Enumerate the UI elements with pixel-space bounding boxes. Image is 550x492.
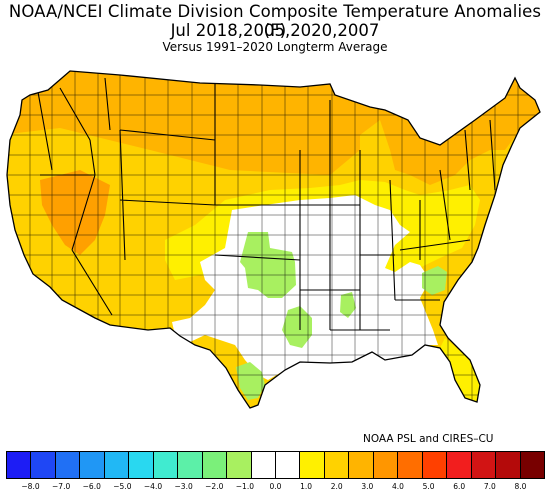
colorbar-swatch (275, 452, 301, 478)
colorbar-swatch (153, 452, 179, 478)
south-texas-cool (236, 362, 265, 400)
colorbar-tick-label: −6.0 (82, 482, 101, 491)
colorbar-swatch (447, 452, 472, 478)
colorbar-swatch (471, 452, 497, 478)
colorbar-swatch (202, 452, 228, 478)
central-texas-cool (282, 306, 312, 348)
colorbar-swatch (398, 452, 423, 478)
data-credit: NOAA PSL and CIRES–CU (363, 433, 494, 445)
colorbar-ticks: −8.0 −7.0 −6.0 −5.0 −4.0 −3.0 −2.0 −1.0 0.0 1.0 2.… (0, 482, 550, 492)
mississippi-cool (340, 292, 356, 318)
colorbar-tick-label: 3.0 (361, 482, 374, 491)
colorbar-tick-label: 2.0 (330, 482, 343, 491)
colorbar-tick-label: −3.0 (174, 482, 193, 491)
colorbar-swatch (496, 452, 521, 478)
carolina-cool (422, 266, 447, 295)
colorbar-tick-label: −2.0 (205, 482, 224, 491)
colorbar-swatch (55, 452, 81, 478)
colorbar-tick-label: 5.0 (422, 482, 435, 491)
state-boundaries (37, 77, 496, 331)
colorbar-swatch (178, 452, 203, 478)
colorbar-swatch (227, 452, 252, 478)
oklahoma-cool (240, 232, 296, 298)
colorbar-swatch (80, 452, 105, 478)
near-normal-region (172, 195, 438, 380)
map-title: NOAA/NCEI Climate Division Composite Tem… (8, 2, 542, 40)
map-years: Jul 2018,2005,2020,2007 (170, 21, 380, 40)
colorbar-tick-label: 7.0 (483, 482, 496, 491)
colorbar-tick-label: −5.0 (113, 482, 132, 491)
colorbar-tick-label: 0.0 (269, 482, 282, 491)
colorbar-tick-label: 1.0 (300, 482, 313, 491)
colorbar-swatch (520, 452, 544, 478)
colorbar-swatch (349, 452, 374, 478)
colorbar-tick-label: −7.0 (52, 482, 71, 491)
colorbar-tick-label: −1.0 (235, 482, 254, 491)
colorbar-tick-label: −4.0 (143, 482, 163, 491)
colorbar-swatch (324, 452, 350, 478)
colorbar-swatch (7, 452, 32, 478)
florida-warm (440, 338, 480, 402)
colorbar-swatch (373, 452, 399, 478)
colorbar-tick-label: 4.0 (392, 482, 404, 491)
colorbar-swatch (251, 452, 276, 478)
colorbar-tick-label: −8.0 (21, 482, 40, 491)
colorbar-swatch (104, 452, 130, 478)
colorbar-swatch (31, 452, 56, 478)
colorbar-swatch (129, 452, 154, 478)
anomaly-colorbar (6, 451, 545, 479)
colorbar-tick-label: 8.0 (514, 482, 527, 491)
colorbar-swatch (300, 452, 325, 478)
colorbar-swatch (422, 452, 448, 478)
map-baseline: Versus 1991–2020 Longterm Average (162, 40, 388, 54)
colorbar-tick-label: 6.0 (453, 482, 466, 491)
